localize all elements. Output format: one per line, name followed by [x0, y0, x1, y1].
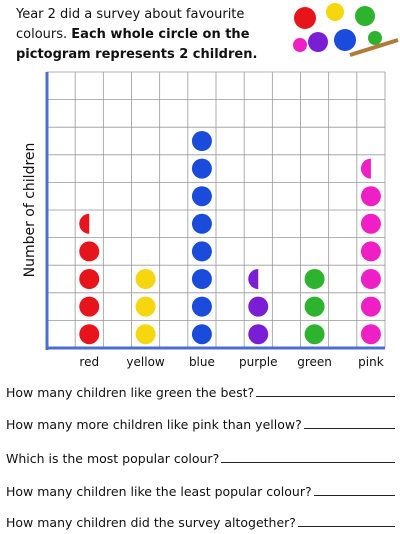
partial-symbol [248, 269, 259, 289]
circle-symbol [304, 269, 325, 289]
x-tick-label: green [297, 355, 332, 369]
circle-column [360, 158, 381, 345]
question-text: How many children like green the best? [6, 385, 255, 400]
circle-symbol [191, 158, 212, 179]
answer-line[interactable] [313, 483, 395, 496]
circle-symbol [360, 269, 381, 289]
circle-symbol [79, 269, 100, 289]
circle-symbol [135, 296, 156, 317]
circle-symbol [360, 296, 381, 317]
circle-column [248, 269, 269, 345]
answer-line[interactable] [256, 384, 396, 397]
question-text: How many children did the survey altoget… [6, 515, 296, 530]
x-tick-label: blue [189, 355, 215, 369]
question: How many more children like pink than ye… [6, 416, 395, 432]
circle-symbol [191, 186, 212, 207]
circle-symbol [360, 186, 381, 207]
paint-splash [293, 3, 399, 57]
question-text: How many children like the least popular… [6, 484, 312, 499]
x-tick-label: purple [239, 355, 278, 369]
answer-line[interactable] [297, 514, 395, 527]
x-tick-label: red [79, 355, 99, 369]
circle-symbol [191, 324, 212, 345]
circle-column [79, 213, 100, 345]
circle-symbol [360, 241, 381, 262]
circle-symbol [248, 324, 269, 345]
circle-symbol [248, 296, 269, 317]
intro-bold: Each whole circle on the pictogram repre… [16, 27, 258, 62]
circle-symbol [191, 269, 212, 289]
circle-symbol [79, 241, 100, 262]
question-text: Which is the most popular colour? [6, 451, 220, 466]
x-tick-label: yellow [126, 355, 164, 369]
question: How many children like the least popular… [6, 483, 395, 499]
circle-symbol [191, 241, 212, 262]
circle-symbol [135, 269, 156, 289]
circle-column [304, 269, 325, 345]
answer-line[interactable] [221, 450, 396, 463]
intro-text: Year 2 did a survey about favourite colo… [16, 7, 245, 42]
question: How many children like green the best? [6, 384, 396, 400]
circle-column [191, 131, 212, 345]
question: How many children did the survey altoget… [6, 514, 395, 530]
circle-symbol [304, 324, 325, 345]
circle-symbol [360, 213, 381, 234]
intro: Year 2 did a survey about favourite colo… [16, 5, 281, 65]
circle-symbol [191, 296, 212, 317]
y-axis-label: Number of children [22, 143, 38, 278]
circle-symbol [191, 131, 212, 151]
circle-column [135, 269, 156, 345]
circle-symbol [360, 324, 381, 345]
partial-symbol [360, 158, 371, 179]
circle-symbol [304, 296, 325, 317]
circle-symbol [79, 296, 100, 317]
answer-line[interactable] [303, 416, 395, 429]
circle-symbol [191, 213, 212, 234]
partial-symbol [79, 213, 90, 234]
question: Which is the most popular colour? [6, 450, 396, 466]
question-text: How many more children like pink than ye… [6, 417, 302, 432]
circle-symbol [79, 324, 100, 345]
x-tick-label: pink [358, 355, 384, 369]
circle-symbol [135, 324, 156, 345]
